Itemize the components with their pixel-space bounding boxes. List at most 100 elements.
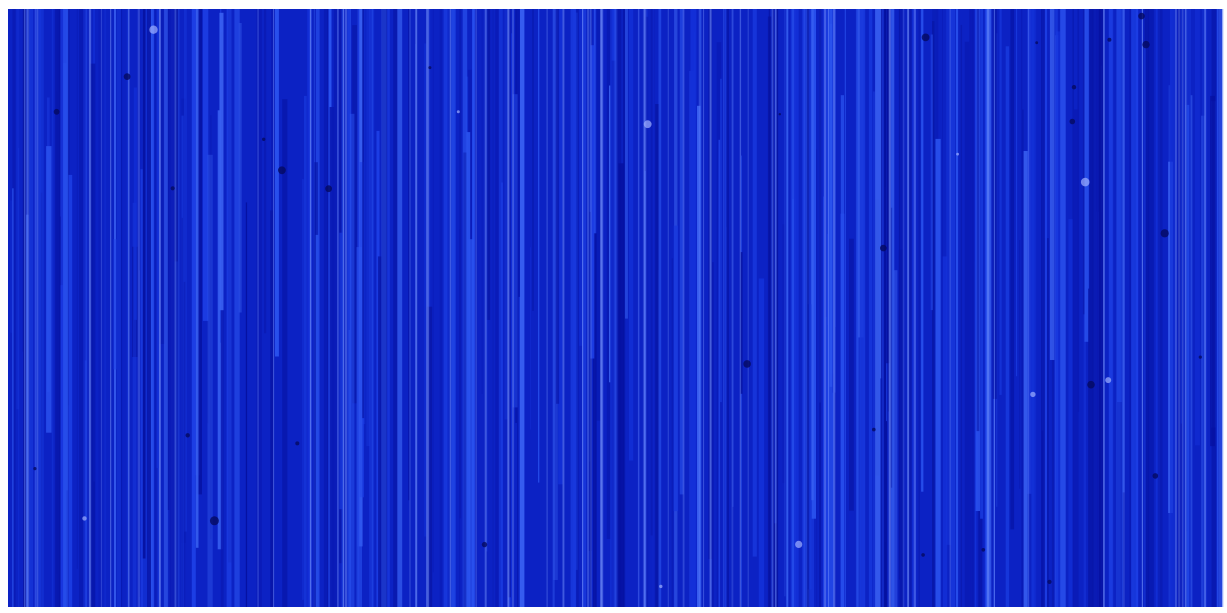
brush-stroke	[381, 9, 387, 607]
brush-stroke	[381, 9, 387, 607]
brush-stroke	[308, 9, 311, 607]
brush-stroke	[498, 9, 503, 607]
brush-stroke	[121, 9, 123, 607]
brush-stroke	[1180, 9, 1182, 424]
brush-stroke	[590, 45, 595, 359]
brush-stroke	[23, 9, 26, 607]
brush-stroke	[323, 9, 330, 607]
brush-stroke	[445, 9, 450, 607]
brush-stroke	[1088, 288, 1090, 607]
highlight-stroke	[747, 9, 749, 607]
brush-stroke	[558, 9, 563, 485]
brush-stroke	[671, 258, 674, 607]
brush-stroke	[782, 224, 786, 484]
highlight-stroke	[137, 9, 140, 607]
brush-stroke	[451, 9, 456, 607]
brush-stroke	[969, 9, 975, 607]
speck	[1160, 229, 1169, 238]
brush-stroke	[184, 9, 187, 532]
brush-stroke	[315, 234, 319, 607]
brush-stroke	[875, 9, 881, 607]
highlight-stroke	[1123, 9, 1125, 607]
brush-stroke	[327, 9, 329, 607]
speck	[262, 137, 266, 141]
speck	[456, 110, 460, 114]
brush-stroke	[341, 9, 343, 607]
brush-stroke	[520, 9, 525, 607]
highlight-stroke	[1204, 9, 1206, 607]
brush-stroke	[514, 9, 516, 607]
brush-stroke	[645, 16, 649, 608]
brush-stroke	[932, 9, 938, 607]
brush-stroke	[156, 9, 159, 468]
brush-stroke	[377, 256, 382, 607]
brush-stroke	[183, 281, 186, 607]
brush-stroke	[942, 9, 943, 607]
brush-stroke	[1210, 95, 1215, 447]
speck	[325, 185, 332, 193]
brush-stroke	[1021, 9, 1023, 607]
brush-stroke	[89, 63, 96, 608]
brush-stroke	[910, 9, 917, 607]
brush-stroke	[68, 174, 73, 607]
highlight-stroke	[902, 9, 905, 607]
brush-stroke	[113, 239, 117, 370]
brush-stroke	[1216, 9, 1219, 607]
brush-stroke	[881, 9, 885, 607]
brush-stroke	[712, 262, 714, 607]
highlight-stroke	[994, 9, 995, 607]
brush-stroke	[840, 95, 844, 607]
brush-stroke	[868, 9, 873, 607]
brush-stroke	[408, 9, 410, 501]
brush-stroke	[181, 217, 183, 607]
brush-stroke	[697, 105, 701, 608]
brush-stroke	[282, 99, 288, 607]
highlight-stroke	[682, 9, 685, 607]
highlight-stroke	[257, 9, 259, 607]
speck	[778, 113, 781, 116]
highlight-stroke	[337, 9, 339, 607]
brush-stroke	[1041, 9, 1045, 607]
brush-stroke	[822, 9, 826, 607]
speck	[981, 548, 986, 552]
brush-stroke	[46, 146, 52, 433]
brush-stroke	[1092, 9, 1098, 607]
brush-stroke	[424, 43, 427, 537]
brush-stroke	[806, 9, 810, 607]
highlight-stroke	[582, 9, 584, 607]
brush-stroke	[29, 9, 34, 607]
brush-stroke	[552, 9, 555, 607]
brush-stroke	[891, 9, 895, 607]
brush-stroke	[826, 233, 829, 326]
brush-stroke	[816, 149, 818, 607]
brush-stroke	[302, 179, 304, 600]
brush-stroke	[791, 9, 796, 607]
speck	[956, 152, 959, 156]
highlight-stroke	[771, 9, 774, 607]
speck	[1071, 85, 1077, 90]
brush-stroke	[530, 247, 531, 430]
highlight-stroke	[731, 9, 734, 607]
brush-stroke	[356, 247, 362, 607]
brush-stroke	[210, 115, 212, 540]
brush-stroke	[1117, 9, 1122, 402]
brush-stroke	[1202, 9, 1206, 607]
brush-stroke	[36, 9, 42, 607]
brush-stroke	[1016, 9, 1018, 377]
speck	[643, 120, 652, 129]
brush-stroke	[1204, 9, 1208, 607]
speck	[659, 584, 663, 589]
brush-stroke	[532, 9, 534, 311]
brush-stroke	[942, 256, 948, 607]
brush-stroke	[67, 9, 70, 406]
highlight-stroke	[159, 9, 161, 607]
highlight-stroke	[637, 9, 640, 607]
brush-stroke	[515, 9, 517, 423]
brush-stroke	[614, 9, 618, 607]
speck	[1107, 37, 1112, 42]
brush-stroke	[1027, 9, 1032, 494]
brush-stroke	[159, 9, 165, 344]
brush-stroke	[790, 9, 793, 607]
brush-stroke	[829, 23, 833, 387]
